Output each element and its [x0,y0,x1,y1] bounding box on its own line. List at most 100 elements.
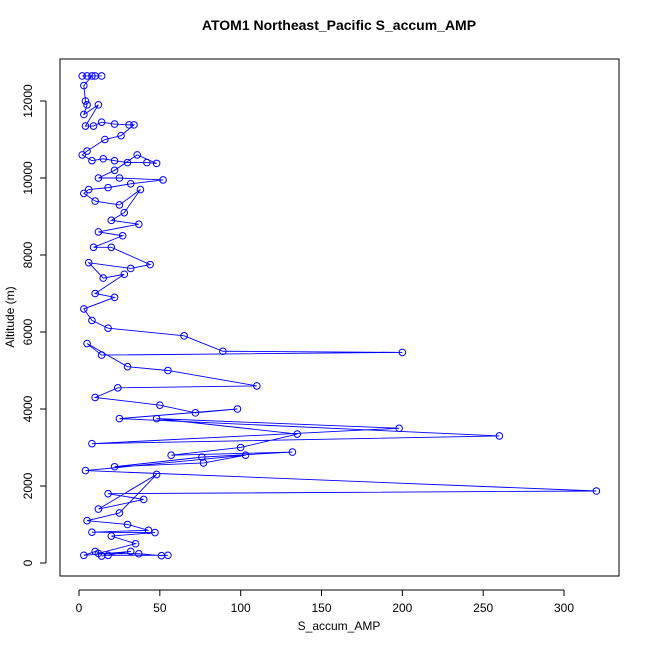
data-point [91,393,99,402]
data-point [80,110,88,119]
data-point [126,264,135,273]
y-tick-label: 6000 [21,318,35,345]
data-point [123,362,132,371]
data-point [110,156,119,165]
data-point [146,260,154,269]
data-point [84,258,93,267]
data-point [110,166,119,175]
data-point [80,189,88,198]
data-point [139,495,148,504]
data-point [99,274,108,282]
data-point [81,122,90,130]
x-tick-label: 300 [554,601,574,615]
data-point [144,526,153,535]
x-tick-label: 200 [392,601,412,615]
data-point [126,547,135,556]
data-point [78,151,87,159]
data-point [97,72,106,80]
data-point [123,158,132,167]
data-point [199,459,208,467]
y-tick-label: 8000 [21,241,35,268]
data-point [81,97,90,105]
data-point [143,158,151,167]
data-point [78,72,87,80]
data-point [89,122,98,130]
data-point [253,382,261,390]
data-point [110,293,119,302]
data-point [131,539,140,548]
data-point [88,156,96,165]
x-tick-label: 100 [231,601,251,615]
plot-box [59,58,620,577]
chart-title: ATOM1 Northeast_Pacific S_accum_AMP [202,17,476,33]
data-point [94,228,103,236]
y-tick-label: 0 [21,559,35,566]
data-point [495,432,504,440]
data-point [159,176,167,184]
data-point [94,101,103,109]
data-point [241,451,250,459]
data-point [115,509,124,517]
data-point [293,430,302,438]
data-point [83,339,91,348]
data-point [395,424,403,433]
data-point [97,351,106,359]
data-point [110,462,119,471]
data-point [107,243,116,252]
data-point [80,551,88,560]
data-point [84,185,93,194]
data-point [88,72,96,80]
data-point [126,179,135,188]
data-point [191,409,200,417]
data-point [130,121,138,129]
data-point [110,120,119,128]
y-tick-label: 2000 [21,472,35,499]
data-point [94,505,103,513]
data-point [88,439,96,448]
data-point [80,305,88,313]
data-point [88,528,96,536]
data-point [91,197,99,205]
data-point [115,201,124,209]
y-tick-label: 12000 [21,84,35,118]
data-point [167,451,175,459]
data-point [151,528,159,537]
y-tick-label: 4000 [21,395,35,422]
data-point [398,348,407,357]
data-point [83,72,91,80]
data-point [135,549,143,558]
data-point [104,489,112,498]
data-point [97,118,106,126]
series-line [81,75,597,557]
y-axis-label: Altitude (m) [3,286,17,347]
data-point [164,366,172,375]
data-point [80,81,88,90]
data-point [219,347,227,356]
data-point [120,208,129,217]
data-point [152,159,161,168]
data-point [152,470,161,479]
x-axis-label: S_accum_AMP [298,619,381,633]
data-point [97,552,106,560]
data-point [91,547,99,556]
data-point [83,516,91,525]
data-point [236,443,245,452]
data-point [81,466,90,475]
data-point [89,243,98,252]
data-point [115,174,124,182]
data-point [180,332,188,340]
data-point [152,414,161,423]
data-point [104,183,112,192]
data-point [592,487,601,495]
data-point [133,151,142,159]
data-point [94,174,103,182]
data-point [117,131,125,140]
data-point [233,405,242,413]
data-point [118,231,127,240]
data-point [123,520,132,529]
data-point [101,135,109,144]
data-point [164,551,172,560]
data-point [156,401,164,409]
data-point [104,324,112,332]
